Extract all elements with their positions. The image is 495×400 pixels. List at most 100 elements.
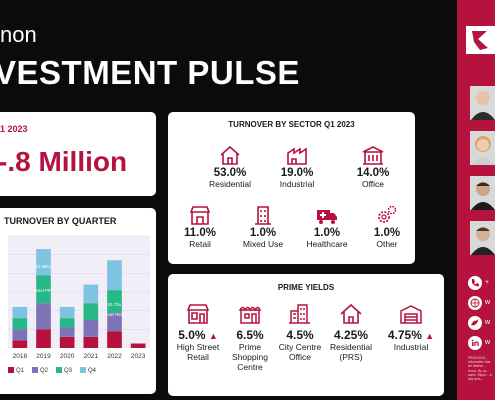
chart-x-tick-label: 2019	[36, 353, 51, 360]
chart-bar-q3-2021	[83, 303, 99, 320]
chart-bar-q3-2020	[59, 318, 75, 328]
sector-pct: 53.0%	[213, 167, 247, 179]
yield-item-industrial: 4.75% ▲ Industrial	[380, 302, 442, 352]
legend-swatch-q4	[80, 367, 86, 373]
turnover-by-quarter-card: TURNOVER BY QUARTER 2018 2019 2020 2021 2022…	[0, 208, 156, 394]
chart-bar-q3-2019	[36, 275, 51, 304]
legend-swatch-q3	[56, 367, 62, 373]
sector-item-office: 14.0% Office	[340, 144, 406, 189]
company-logo	[466, 26, 495, 54]
chart-bar-q4-2020	[59, 306, 75, 319]
yield-item-residential-prs: 4.25% Residential (PRS)	[325, 302, 377, 362]
turnover-by-sector-card: TURNOVER BY SECTOR Q1 2023 53.0% Residen…	[168, 112, 415, 264]
contact-linkedin-text: w	[485, 339, 491, 346]
sector-item-mixed-use: 1.0% Mixed Use	[230, 204, 296, 249]
chart-bar-q2-2019	[36, 303, 51, 330]
house-icon	[220, 145, 240, 165]
yield-item-high-street-retail: 5.0% ▲ High Street Retail	[172, 302, 224, 362]
person-avatar-icon	[471, 91, 495, 120]
tall-building-icon	[255, 206, 271, 225]
trend-up-icon: ▲	[208, 331, 218, 341]
chart-x-tick-label: 2021	[84, 353, 99, 360]
chart-bar-q2-2021	[83, 320, 99, 337]
factory-icon	[287, 147, 307, 165]
disclaimer-text: PRSA 0018... Information that we believe…	[468, 356, 493, 382]
header-title: VESTMENT PULSE	[0, 54, 300, 91]
sector-item-other: 1.0% Other	[354, 204, 415, 249]
yield-item-city-centre-office: 4.5% City Centre Office	[274, 302, 326, 362]
chart-x-tick-label: 2023	[131, 353, 146, 360]
yield-value: 6.5%	[236, 328, 264, 342]
sector-item-healthcare: 1.0% Healthcare	[294, 204, 360, 249]
yield-value: 4.25%	[333, 328, 369, 342]
chart-bar-q4-2021	[83, 284, 99, 304]
ambulance-icon	[317, 210, 337, 224]
trend-up-icon: ▲	[425, 331, 435, 341]
sector-item-industrial: 19.0% Industrial	[264, 144, 330, 189]
shop-icon	[189, 206, 211, 225]
sector-item-residential: 53.0% Residential	[197, 144, 263, 189]
turnover-chart: 2018 2019 2020 2021 2022 2023 £1.56bn Hotel PRT…	[8, 235, 150, 374]
chart-title: TURNOVER BY QUARTER	[4, 216, 117, 226]
sector-item-retail: 11.0% Retail	[168, 204, 233, 249]
gears-icon	[378, 205, 397, 223]
yield-value: 4.75%	[387, 328, 422, 342]
chart-bar-q1-2020	[59, 336, 75, 348]
chart-x-tick-label: 2018	[13, 353, 28, 360]
chart-annotation-2022-hotel: Hotel REIT	[104, 312, 125, 317]
yield-name: High Street Retail	[176, 342, 220, 362]
prime-yields-card: PRIME YIELDS 5.0% ▲ High Street Retail 6…	[168, 274, 444, 396]
linkedin-icon[interactable]	[468, 336, 482, 350]
sector-pct: 19.0%	[280, 167, 314, 179]
twitter-icon[interactable]	[468, 316, 482, 330]
legend-label-q4: Q4	[88, 368, 97, 374]
sector-pct: 1.0%	[249, 227, 277, 239]
total-turnover-card: 1 2023 -.8 Million	[0, 112, 156, 196]
yield-name: City Centre Office	[278, 342, 322, 362]
yield-value-row: 5.0% ▲	[172, 328, 224, 342]
contact-twitter-text: w	[485, 319, 491, 326]
yield-name: Industrial	[393, 342, 429, 352]
sector-name: Residential	[208, 179, 252, 189]
chart-bar-q4-2019	[36, 249, 51, 276]
sector-name: Office	[361, 179, 385, 189]
chart-bar-q4-2022	[107, 260, 122, 291]
sector-name: Retail	[189, 239, 211, 249]
sector-name: Other	[376, 239, 398, 249]
office-building-icon	[362, 146, 384, 165]
yield-value-row: 6.5%	[224, 328, 276, 342]
web-icon[interactable]	[468, 296, 482, 310]
legend-label-q1: Q1	[16, 368, 25, 374]
chart-bar-q3-2018	[12, 318, 28, 330]
yield-name: Prime Shopping Centre	[232, 342, 268, 372]
legend-swatch-q2	[32, 367, 38, 373]
yield-value-row: 4.25%	[325, 328, 377, 342]
legend-label-q3: Q3	[64, 368, 73, 374]
sector-name: Industrial	[279, 179, 315, 189]
person-avatar-icon	[471, 136, 495, 165]
office-tower-icon	[289, 304, 310, 324]
team-member-photo	[470, 221, 495, 255]
chart-bar-q2-2020	[59, 327, 75, 337]
chart-annotation-2022: €1.7bn	[108, 302, 121, 307]
shop-front-icon	[186, 304, 210, 324]
yield-name: Residential (PRS)	[329, 342, 373, 362]
brand-side-panel: + w w w PRSA 0018... Information that we…	[457, 0, 495, 400]
sector-pct: 1.0%	[313, 227, 341, 239]
legend-swatch-q1	[8, 367, 14, 373]
phone-icon[interactable]	[468, 276, 482, 290]
yield-item-prime-shopping-centre: 6.5% Prime Shopping Centre	[224, 302, 276, 372]
yield-value-row: 4.75% ▲	[380, 328, 442, 342]
yield-value: 4.5%	[286, 328, 314, 342]
person-avatar-icon	[471, 182, 495, 210]
sector-name: Healthcare	[306, 239, 348, 249]
sector-pct: 1.0%	[373, 227, 401, 239]
shopping-centre-icon	[238, 306, 262, 324]
team-member-photo	[470, 131, 495, 165]
chart-bar-q1-2018	[12, 340, 28, 348]
total-label: 1 2023	[0, 124, 28, 134]
team-member-photo	[470, 176, 495, 210]
total-value: -.8 Million	[0, 146, 128, 177]
warehouse-icon	[400, 305, 422, 324]
chart-bar-q2-2022	[107, 312, 122, 332]
